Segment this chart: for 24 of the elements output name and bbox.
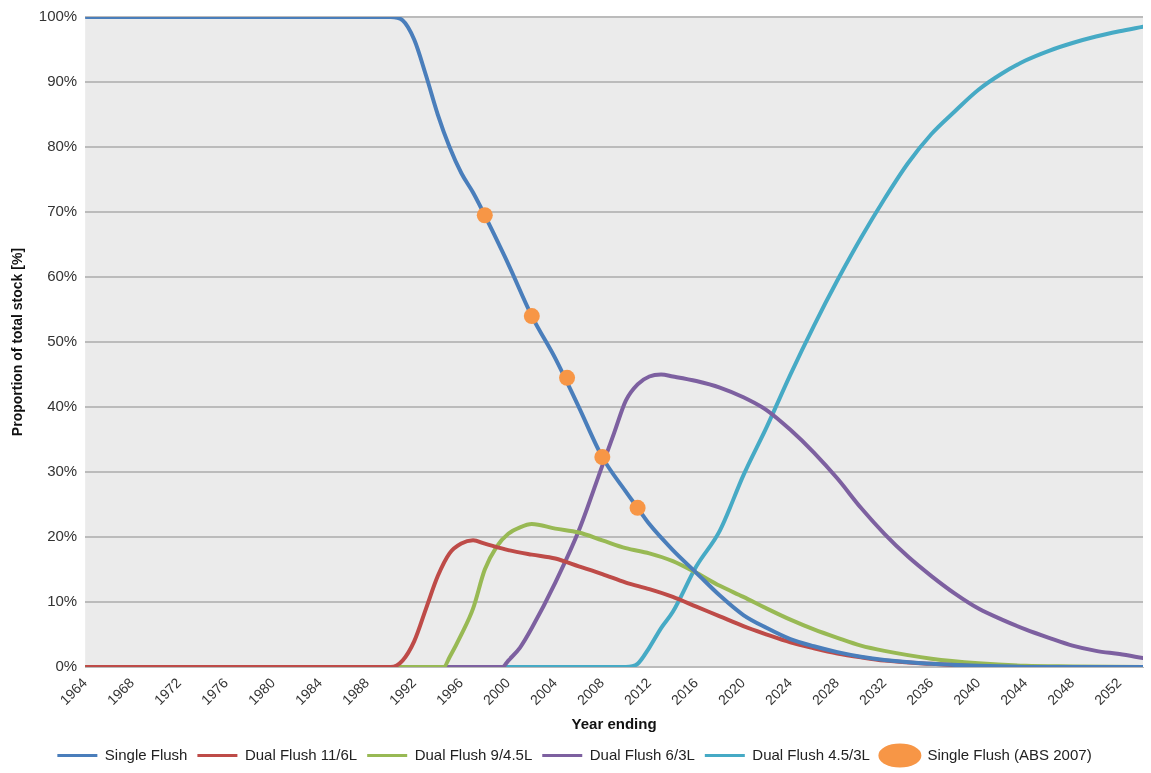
y-tick-label: 20% — [47, 527, 78, 545]
y-tick-label: 30% — [47, 462, 78, 480]
y-tick-label: 0% — [55, 657, 78, 675]
legend-label: Dual Flush 11/6L — [244, 745, 358, 763]
y-tick-label: 70% — [47, 202, 78, 220]
y-tick-label: 50% — [47, 332, 78, 350]
point — [476, 207, 493, 224]
legend-label: Dual Flush 6/3L — [589, 745, 695, 763]
x-axis-title: Year ending — [571, 715, 657, 733]
point — [629, 499, 646, 516]
legend-label: Single Flush — [104, 745, 188, 763]
legend-label: Dual Flush 4.5/3L — [752, 745, 870, 763]
y-tick-label: 40% — [47, 397, 78, 415]
y-axis-title: Proportion of total stock [%] — [9, 247, 26, 437]
y-tick-label: 90% — [47, 72, 78, 90]
point — [594, 449, 611, 466]
y-tick-label: 80% — [47, 137, 78, 155]
legend-label: Dual Flush 9/4.5L — [414, 745, 533, 763]
y-tick-label: 60% — [47, 267, 78, 285]
y-tick-label: 100% — [38, 7, 78, 25]
point — [559, 369, 576, 386]
y-tick-label: 10% — [47, 592, 78, 610]
point — [523, 308, 540, 325]
legend-label: Single Flush (ABS 2007) — [927, 745, 1092, 763]
